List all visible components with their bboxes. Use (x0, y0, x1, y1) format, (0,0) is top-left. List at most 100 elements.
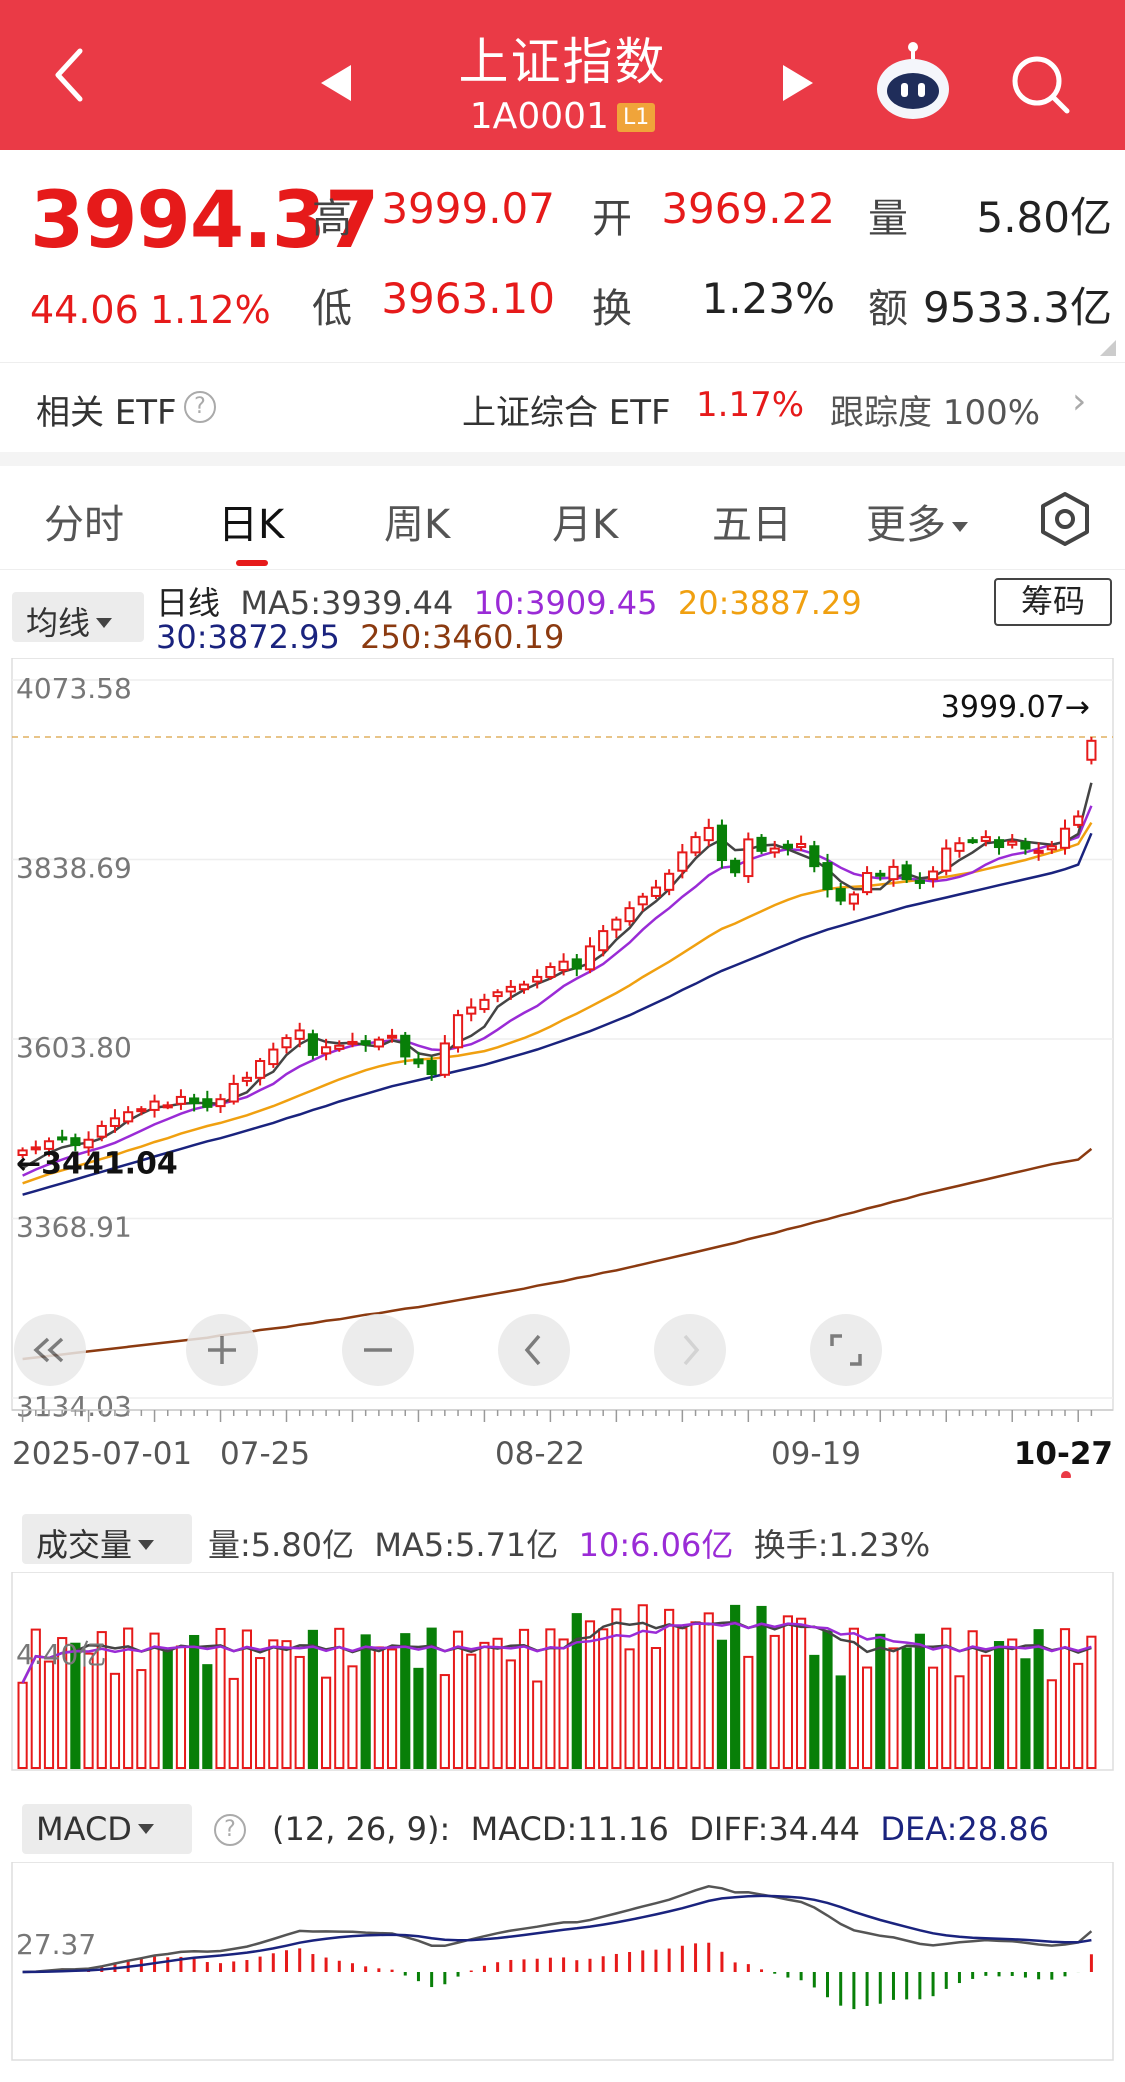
prev-stock-button[interactable] (312, 58, 362, 108)
candle-body (426, 1060, 437, 1076)
zoom-out-button[interactable] (342, 1314, 414, 1386)
tab-five-day[interactable]: 五日 (712, 502, 792, 548)
chip-distribution-button[interactable]: 筹码 (994, 578, 1112, 626)
kline-ma20-line (22, 821, 1093, 1185)
macd-selector[interactable]: MACD (22, 1804, 192, 1854)
volume-frame (11, 1572, 1114, 1771)
double-chevron-left-icon (33, 1337, 64, 1363)
tab-weekly-k[interactable]: 周K (384, 502, 451, 548)
tab-intraday[interactable]: 分时 (44, 502, 124, 548)
candle-body (584, 945, 596, 971)
candle-body (70, 1137, 81, 1147)
volume-value: 5.80亿 (976, 193, 1112, 242)
tab-monthly-k[interactable]: 月K (552, 502, 619, 548)
candle-body (611, 918, 622, 931)
back-button[interactable] (40, 45, 100, 105)
volume-bar (664, 1608, 675, 1769)
volume-legend: 量:5.80亿 MA5:5.71亿 10:6.06亿 换手:1.23% (208, 1520, 930, 1566)
volume-bar (756, 1605, 767, 1770)
candle-body (202, 1098, 213, 1108)
volume-bar (413, 1667, 424, 1769)
candle-body (294, 1029, 305, 1040)
volume-bar (175, 1645, 187, 1769)
scroll-right-button[interactable] (654, 1314, 726, 1386)
candle-body (162, 1104, 173, 1109)
candle-body (690, 836, 701, 854)
volume-bar (598, 1628, 609, 1770)
volume-bar (650, 1647, 662, 1769)
related-etf-row[interactable]: 相关 ETF ? 上证综合 ETF 1.17% 跟踪度 100% › (0, 362, 1125, 450)
scroll-left-fast-button[interactable] (14, 1314, 86, 1386)
volume-bar (479, 1641, 490, 1769)
macd-help-icon[interactable]: ? (214, 1814, 246, 1846)
volume-bar (624, 1648, 635, 1769)
turnover-label: 换 (592, 286, 632, 332)
stock-code: 1A0001 L1 (0, 96, 1125, 137)
volume-bar (782, 1615, 794, 1769)
high-label: 高 (312, 196, 352, 242)
dropdown-triangle-icon (952, 522, 968, 532)
volume-bar (861, 1666, 873, 1769)
kline-chart[interactable]: 4073.58 3838.69 3603.80 3368.91 3134.03 2025… (0, 658, 1125, 1478)
volume-bar (769, 1634, 780, 1769)
candle-body (17, 1149, 28, 1157)
candle-body (268, 1048, 279, 1066)
tab-more[interactable]: 更多 (866, 492, 968, 550)
candle-body (215, 1098, 226, 1108)
candle-body (888, 865, 899, 881)
candle-body (545, 966, 556, 978)
volume-bar (43, 1660, 55, 1769)
candle-body (334, 1044, 345, 1050)
candle-body (228, 1082, 239, 1103)
candle-body (796, 842, 807, 849)
candle-body (452, 1014, 464, 1049)
kline-y-label: 4073.58 (16, 672, 132, 705)
section-divider (0, 452, 1125, 466)
volume-chart[interactable]: 4.40亿 (0, 1572, 1125, 1772)
ma-selector[interactable]: 均线 (12, 592, 144, 642)
settings-button[interactable] (1036, 490, 1096, 550)
scroll-left-button[interactable] (498, 1314, 570, 1386)
candle-body (993, 839, 1005, 849)
help-icon[interactable]: ? (184, 391, 216, 423)
volume-bar (426, 1627, 437, 1769)
search-button[interactable] (1006, 50, 1076, 120)
volume-bar (888, 1647, 899, 1769)
hexagon-settings-icon (1041, 492, 1089, 546)
candle-body (123, 1111, 134, 1123)
volume-bar (360, 1634, 371, 1769)
high-value: 3999.07 (381, 184, 555, 233)
fullscreen-button[interactable] (810, 1314, 882, 1386)
volume-bar (241, 1629, 253, 1770)
macd-chart[interactable]: 27.37 (0, 1862, 1125, 2062)
price-change-pct: 1.12% (150, 288, 271, 332)
candle-body (769, 847, 780, 854)
kline-y-label: 3838.69 (16, 852, 132, 885)
volume-bar (189, 1634, 200, 1769)
volume-bar (57, 1637, 68, 1770)
volume-selector[interactable]: 成交量 (22, 1514, 192, 1564)
candle-body (637, 895, 648, 906)
price-change: 44.06 (30, 288, 139, 332)
next-stock-button[interactable] (772, 58, 822, 108)
candle-body (835, 888, 846, 902)
volume-bar (532, 1680, 543, 1769)
tab-daily-k[interactable]: 日K (218, 502, 285, 548)
current-date-dot (1061, 1471, 1071, 1478)
volume-bar (162, 1649, 173, 1769)
volume-bar (1086, 1635, 1097, 1770)
minus-icon (364, 1348, 392, 1352)
volume-bars (17, 1604, 1097, 1770)
robot-assistant-button[interactable] (868, 36, 958, 126)
candle-body (281, 1037, 292, 1049)
low-value: 3963.10 (381, 274, 555, 323)
robot-icon (877, 42, 949, 119)
corner-fold-icon (1100, 340, 1116, 356)
candle-body (782, 843, 794, 849)
volume-bar (835, 1675, 846, 1769)
candle-body (809, 845, 820, 868)
volume-bar (492, 1637, 503, 1769)
kline-grid (12, 679, 1113, 1399)
kline-y-label: 3368.91 (16, 1211, 132, 1244)
zoom-in-button[interactable] (186, 1314, 258, 1386)
